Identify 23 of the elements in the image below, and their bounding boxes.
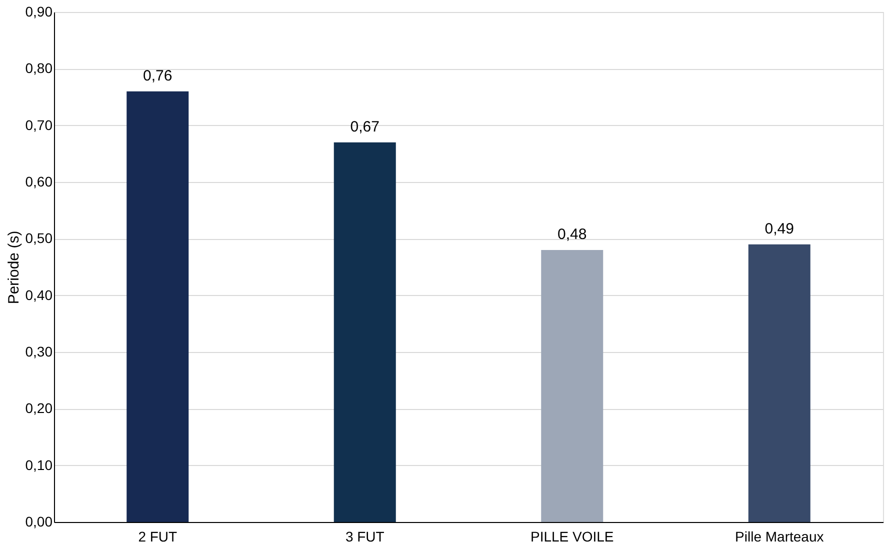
y-tick-label: 0,80: [25, 60, 53, 76]
bar: [126, 91, 189, 522]
bar: [748, 244, 810, 522]
data-label: 0,76: [143, 67, 172, 84]
y-tick-label: 0,20: [25, 400, 53, 416]
y-tick-label: 0,30: [25, 344, 53, 360]
y-axis-title: Periode (s): [5, 230, 22, 304]
y-tick-label: 0,10: [25, 456, 53, 473]
y-tick-label: 0,90: [25, 4, 53, 20]
y-tick-label: 0,70: [25, 116, 53, 133]
bar: [334, 142, 396, 522]
y-tick-label: 0,50: [25, 230, 53, 246]
bar: [541, 250, 604, 522]
x-tick-label: 3 FUT: [345, 528, 385, 544]
data-label: 0,48: [558, 226, 587, 243]
x-tick-label: PILLE VOILE: [530, 528, 614, 544]
y-tick-label: 0,00: [25, 514, 53, 530]
x-tick-label: Pille Marteaux: [735, 528, 824, 544]
data-label: 0,67: [350, 118, 380, 136]
y-tick-label: 0,60: [25, 174, 53, 190]
data-label: 0,49: [764, 220, 794, 238]
y-tick-label: 0,40: [25, 286, 53, 303]
x-tick-label: 2 FUT: [138, 528, 178, 544]
